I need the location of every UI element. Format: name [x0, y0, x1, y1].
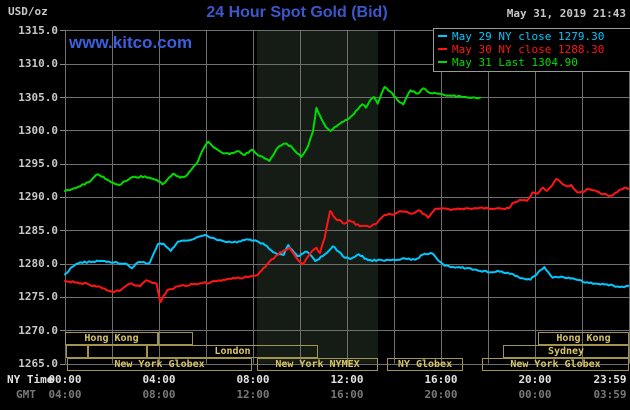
series-line-may-31: [64, 86, 481, 192]
session-box-new-york-nymex: New York NYMEX: [257, 358, 378, 371]
session-box-sydney: Sydney: [503, 345, 629, 358]
legend-item: May 29 NY close 1279.30: [436, 30, 630, 43]
y-axis-tick-label: 1275.0: [18, 290, 58, 303]
x-axis-gmt-label: GMT: [16, 388, 36, 401]
legend-item: May 30 NY close 1288.30: [436, 43, 630, 56]
legend: May 29 NY close 1279.30 May 30 NY close 1…: [433, 28, 630, 72]
legend-label: May 31 Last 1304.90: [452, 56, 578, 69]
session-box-london: London: [147, 345, 318, 358]
y-axis-tick-label: 1270.0: [18, 324, 58, 337]
y-axis-tick-label: 1315.0: [18, 24, 58, 37]
series-line-may-30: [64, 178, 630, 304]
chart-timestamp: May 31, 2019 21:43: [506, 7, 626, 20]
y-axis-tick-label: 1310.0: [18, 57, 58, 70]
gmt-tick-label: 03:59: [593, 388, 627, 401]
session-box-new-york-globex: New York Globex: [67, 358, 252, 371]
y-axis-tick-label: 1305.0: [18, 91, 58, 104]
legend-label: May 30 NY close 1288.30: [452, 43, 605, 56]
y-axis-tick-label: 1295.0: [18, 157, 58, 170]
gmt-tick-label: 20:00: [424, 388, 458, 401]
gmt-tick-label: 08:00: [142, 388, 176, 401]
ny-time-tick-label: 04:00: [142, 373, 176, 386]
ny-time-tick-label: 08:00: [236, 373, 270, 386]
series-line-may-29: [64, 234, 630, 289]
session-box-segment: [158, 332, 193, 345]
ny-time-tick-label: 20:00: [518, 373, 552, 386]
gmt-tick-label: 16:00: [330, 388, 364, 401]
legend-label: May 29 NY close 1279.30: [452, 30, 605, 43]
gmt-tick-label: 12:00: [236, 388, 270, 401]
session-box-segment: [88, 345, 147, 358]
session-box-segment: [66, 345, 88, 358]
y-axis-tick-label: 1280.0: [18, 257, 58, 270]
y-axis-units-label: USD/oz: [8, 5, 48, 18]
gmt-tick-label: 00:00: [518, 388, 552, 401]
ny-time-tick-label: 00:00: [48, 373, 82, 386]
page-title: 24 Hour Spot Gold (Bid): [206, 4, 388, 21]
legend-dash-icon: [438, 34, 447, 37]
y-axis-tick-label: 1300.0: [18, 124, 58, 137]
x-axis-ny-time-label: NY Time: [7, 373, 54, 386]
ny-time-tick-label: 16:00: [424, 373, 458, 386]
kitco-watermark: www.kitco.com: [69, 33, 193, 52]
ny-time-tick-label: 23:59: [593, 373, 627, 386]
ny-time-tick-label: 12:00: [330, 373, 364, 386]
y-axis-tick-label: 1290.0: [18, 190, 58, 203]
legend-dash-icon: [438, 60, 447, 63]
y-axis-tick-label: 1265.0: [18, 357, 58, 370]
gmt-tick-label: 04:00: [48, 388, 82, 401]
legend-item: May 31 Last 1304.90: [436, 56, 630, 69]
legend-dash-icon: [438, 47, 447, 50]
session-box-ny-globex: NY Globex: [387, 358, 463, 371]
nymex-session-band: [256, 30, 379, 364]
y-axis-tick-label: 1285.0: [18, 224, 58, 237]
session-box-new-york-globex: New York Globex: [482, 358, 629, 371]
session-box-hong-kong: Hong Kong: [538, 332, 629, 345]
session-box-hong-kong: Hong Kong: [65, 332, 158, 345]
